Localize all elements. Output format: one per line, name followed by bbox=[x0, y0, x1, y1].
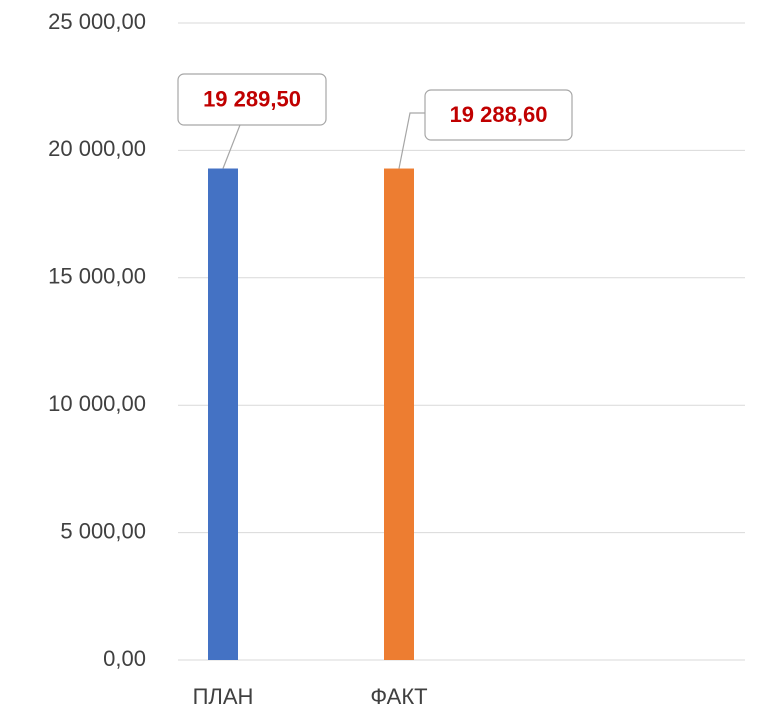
label-box bbox=[177, 73, 327, 126]
value-label: 19 289,50 bbox=[203, 86, 301, 111]
x-tick-label: ПЛАН bbox=[193, 684, 254, 709]
label-leader bbox=[398, 112, 425, 169]
y-tick-label: 10 000,00 bbox=[48, 391, 146, 416]
x-tick-label: ФАКТ bbox=[370, 684, 427, 709]
label-leader bbox=[222, 124, 241, 169]
y-tick-label: 0,00 bbox=[103, 646, 146, 671]
y-tick-label: 5 000,00 bbox=[60, 518, 146, 543]
value-label: 19 288,60 bbox=[450, 102, 548, 127]
y-tick-label: 15 000,00 bbox=[48, 264, 146, 289]
y-tick-label: 20 000,00 bbox=[48, 136, 146, 161]
label-box bbox=[424, 89, 573, 141]
bar bbox=[208, 168, 238, 660]
y-tick-label: 25 000,00 bbox=[48, 9, 146, 34]
bar bbox=[384, 168, 414, 660]
